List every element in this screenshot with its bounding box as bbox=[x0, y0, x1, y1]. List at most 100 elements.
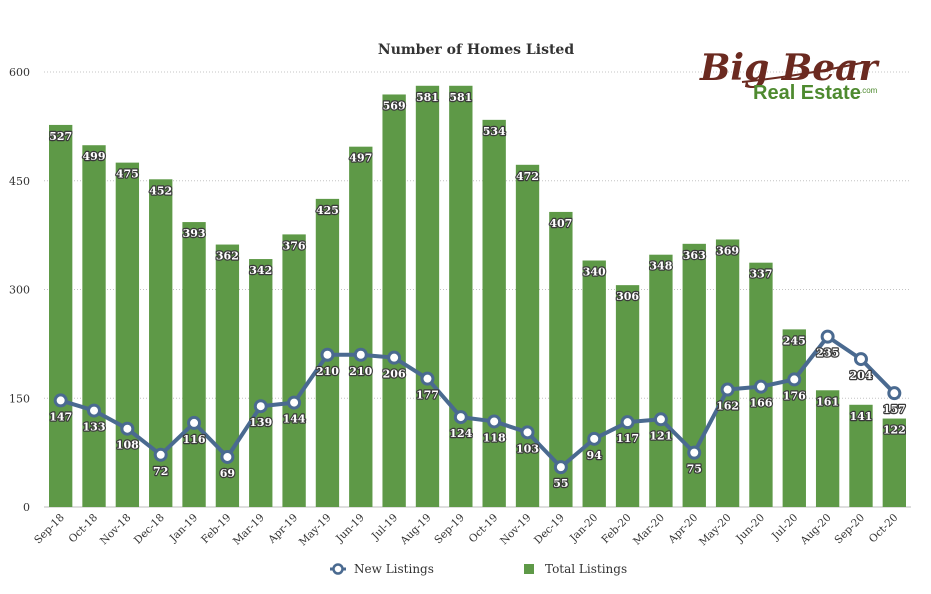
x-tick-label: Jul-19 bbox=[369, 512, 400, 543]
line-point bbox=[620, 415, 635, 430]
bar-value-label: 581 bbox=[416, 91, 439, 104]
legend-bar-swatch bbox=[524, 564, 534, 574]
line-value-label: 210 bbox=[316, 365, 339, 378]
bar-value-label: 569 bbox=[383, 99, 406, 112]
line-point bbox=[153, 447, 168, 462]
logo-com-text: .com bbox=[860, 86, 878, 95]
line-point bbox=[87, 403, 102, 418]
line-point bbox=[320, 347, 335, 362]
line-value-label: 55 bbox=[553, 477, 568, 490]
x-tick-label: Mar-20 bbox=[631, 512, 667, 548]
bar-value-label: 472 bbox=[516, 170, 539, 183]
bar-value-label: 340 bbox=[583, 266, 606, 279]
line-value-label: 162 bbox=[716, 400, 739, 413]
line-value-label: 133 bbox=[83, 421, 106, 434]
line-value-label: 108 bbox=[116, 439, 139, 452]
line-point bbox=[487, 414, 502, 429]
legend-marker-swatch bbox=[332, 563, 344, 575]
x-tick-label: Jul-20 bbox=[769, 512, 800, 543]
line-value-label: 177 bbox=[416, 389, 439, 402]
line-value-label: 206 bbox=[383, 368, 406, 381]
bar-value-label: 306 bbox=[616, 290, 639, 303]
bar-value-label: 581 bbox=[449, 91, 472, 104]
y-tick-label: 0 bbox=[23, 501, 30, 514]
x-tick-label: Jan-19 bbox=[167, 512, 200, 545]
bar bbox=[49, 124, 73, 508]
bar bbox=[582, 260, 606, 507]
line-value-label: 157 bbox=[883, 403, 906, 416]
line-value-label: 103 bbox=[516, 442, 539, 455]
line-value-label: 94 bbox=[587, 449, 603, 462]
bar bbox=[782, 329, 806, 507]
line-point bbox=[253, 399, 268, 414]
x-tick-label: Oct-18 bbox=[66, 512, 100, 546]
line-value-label: 166 bbox=[749, 397, 772, 410]
x-tick-label: Nov-18 bbox=[98, 512, 134, 548]
bar bbox=[449, 85, 473, 508]
y-tick-label: 150 bbox=[9, 392, 30, 405]
legend: New Listings Total Listings bbox=[330, 562, 627, 576]
line-value-label: 124 bbox=[449, 427, 472, 440]
bar-value-label: 342 bbox=[249, 264, 272, 277]
bar bbox=[482, 119, 506, 507]
bar-value-label: 161 bbox=[816, 395, 839, 408]
y-tick-label: 300 bbox=[9, 284, 30, 297]
bar bbox=[849, 404, 873, 507]
x-tick-label: Feb-19 bbox=[199, 512, 233, 546]
line-point bbox=[553, 460, 568, 475]
bar bbox=[815, 390, 840, 507]
bar bbox=[415, 85, 440, 508]
legend-label-total-listings: Total Listings bbox=[545, 562, 627, 576]
line-value-label: 139 bbox=[249, 416, 272, 429]
legend-item-new-listings[interactable]: New Listings bbox=[330, 562, 434, 576]
line-point bbox=[853, 352, 868, 367]
brand-logo: Big Bear Real Estate .com bbox=[699, 47, 880, 104]
line-value-label: 121 bbox=[649, 429, 672, 442]
line-point bbox=[187, 415, 202, 430]
y-tick-label: 600 bbox=[9, 66, 30, 79]
legend-item-total-listings[interactable]: Total Listings bbox=[524, 562, 627, 576]
bar-value-label: 452 bbox=[149, 184, 172, 197]
line-point bbox=[687, 445, 702, 460]
x-tick-label: Jan-20 bbox=[567, 512, 600, 545]
line-point bbox=[353, 347, 368, 362]
line-value-label: 117 bbox=[616, 432, 639, 445]
bar-series bbox=[49, 85, 906, 508]
bar-value-label: 337 bbox=[749, 268, 772, 281]
x-tick-label: Jun-20 bbox=[733, 512, 767, 546]
line-point bbox=[753, 379, 768, 394]
x-tick-label: May-20 bbox=[697, 512, 734, 549]
line-value-label: 118 bbox=[483, 431, 506, 444]
line-value-label: 147 bbox=[49, 410, 72, 423]
line-value-label: 235 bbox=[816, 347, 839, 360]
line-point bbox=[720, 382, 735, 397]
bar bbox=[82, 145, 106, 507]
bar-value-label: 122 bbox=[883, 424, 906, 437]
line-point bbox=[387, 350, 402, 365]
bar-value-label: 527 bbox=[49, 130, 72, 143]
x-tick-label: Dec-19 bbox=[532, 512, 567, 547]
bar-value-label: 362 bbox=[216, 250, 239, 263]
bar-value-label: 376 bbox=[283, 239, 306, 252]
bar-value-label: 363 bbox=[683, 249, 706, 262]
bar-value-label: 407 bbox=[549, 217, 572, 230]
line-data-labels: 147 133 108 72 116 69 139 144 210 210 206 177 124 118… bbox=[48, 345, 907, 491]
bar-value-label: 369 bbox=[716, 244, 739, 257]
line-value-label: 72 bbox=[153, 465, 168, 478]
x-tick-label: Sep-19 bbox=[432, 512, 467, 547]
line-point bbox=[820, 329, 835, 344]
y-tick-label: 450 bbox=[9, 175, 30, 188]
bar bbox=[549, 211, 573, 508]
line-value-label: 204 bbox=[849, 369, 872, 382]
x-tick-label: Sep-18 bbox=[32, 512, 67, 547]
x-tick-label: Aug-19 bbox=[398, 512, 434, 548]
bar bbox=[282, 234, 306, 507]
bar bbox=[515, 164, 540, 508]
x-tick-label: Oct-19 bbox=[467, 512, 501, 546]
bar-value-label: 534 bbox=[483, 125, 506, 138]
bar bbox=[715, 239, 740, 507]
line-point bbox=[587, 431, 602, 446]
x-tick-label: Mar-19 bbox=[231, 512, 267, 548]
